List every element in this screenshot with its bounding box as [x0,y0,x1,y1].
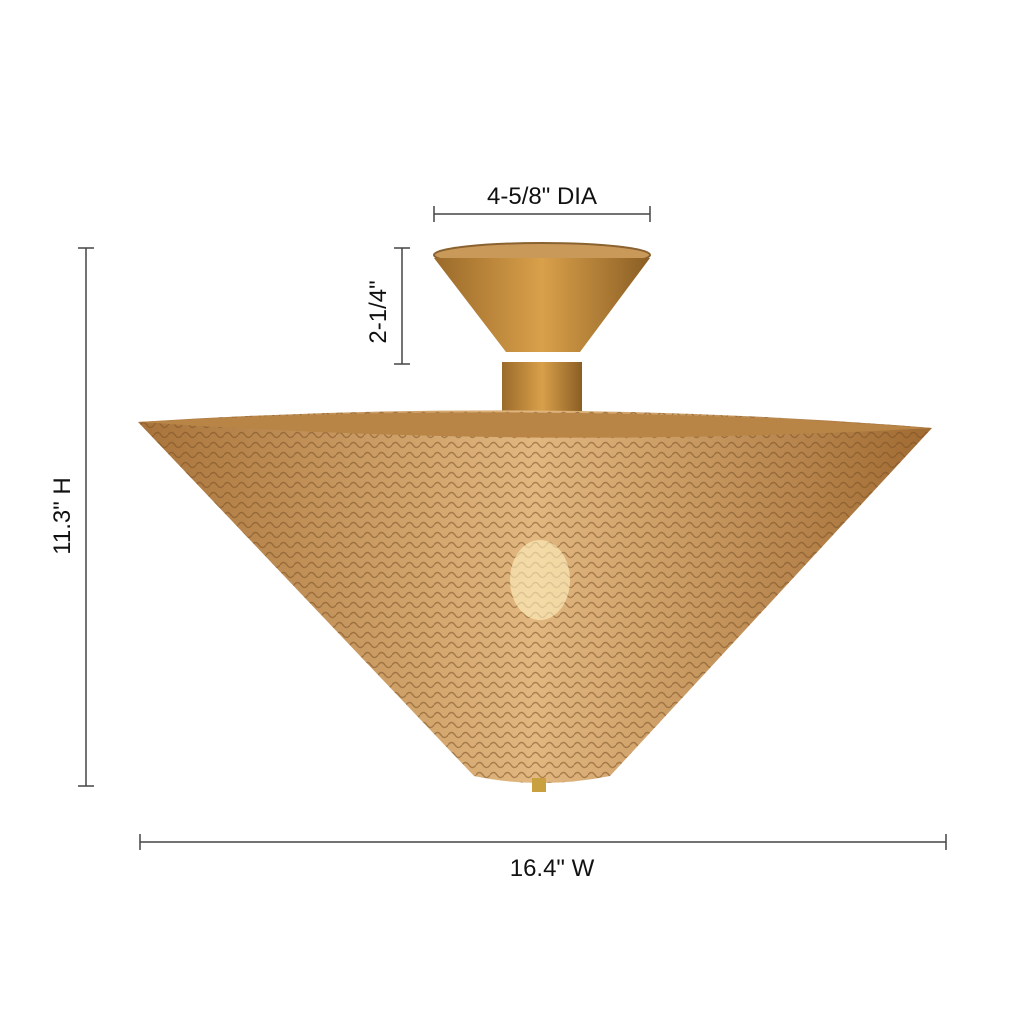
lamp [138,242,932,792]
dimension-lines [78,206,947,850]
height-label: 11.3" H [49,477,76,554]
width-label: 16.4" W [510,855,595,882]
canopy-diameter-label: 4-5/8" DIA [487,183,597,210]
canopy-height-label: 2-1/4" [365,280,392,343]
